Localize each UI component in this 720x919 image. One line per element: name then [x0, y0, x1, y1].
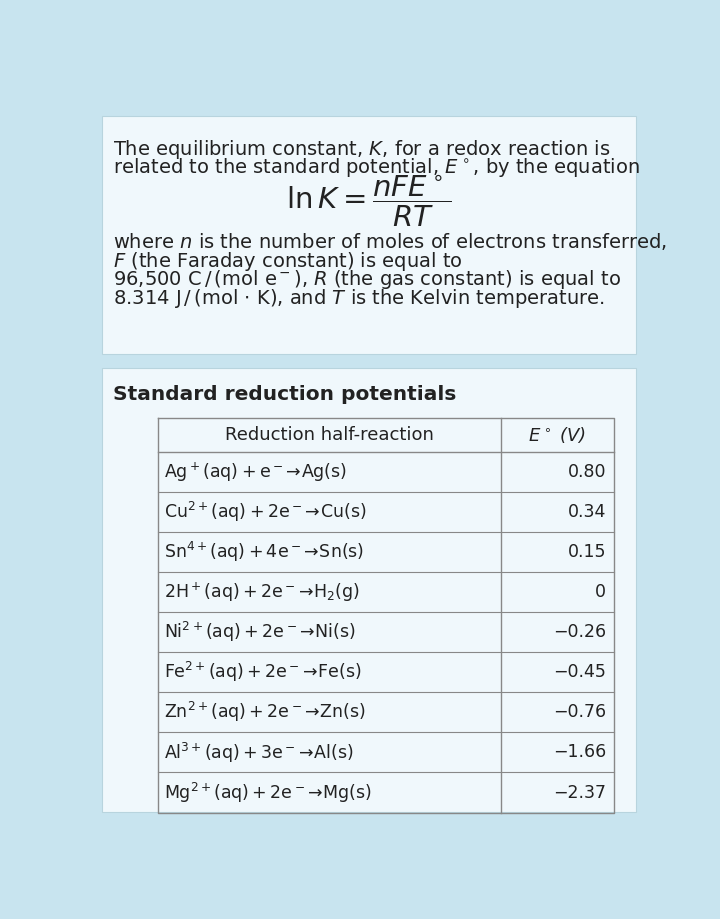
Text: −2.37: −2.37	[553, 784, 606, 801]
Text: $\mathrm{Sn^{4+}(aq) + 4e^-\!\rightarrow\!Sn(s)}$: $\mathrm{Sn^{4+}(aq) + 4e^-\!\rightarrow…	[164, 540, 364, 564]
Text: 0: 0	[595, 584, 606, 601]
Text: $E^\circ$ (V): $E^\circ$ (V)	[528, 425, 586, 445]
Text: $F$ (the Faraday constant) is equal to: $F$ (the Faraday constant) is equal to	[113, 250, 463, 273]
Text: −0.76: −0.76	[553, 703, 606, 721]
Text: $\mathrm{Ni^{2+}(aq) + 2e^-\!\rightarrow\!Ni(s)}$: $\mathrm{Ni^{2+}(aq) + 2e^-\!\rightarrow…	[164, 620, 356, 644]
Text: $\mathrm{Fe^{2+}(aq) + 2e^-\!\rightarrow\!Fe(s)}$: $\mathrm{Fe^{2+}(aq) + 2e^-\!\rightarrow…	[164, 661, 362, 685]
Text: Reduction half-reaction: Reduction half-reaction	[225, 426, 434, 444]
Text: where $n$ is the number of moles of electrons transferred,: where $n$ is the number of moles of elec…	[113, 232, 667, 252]
Text: −0.45: −0.45	[553, 664, 606, 681]
Text: 0.80: 0.80	[567, 463, 606, 482]
Text: Standard reduction potentials: Standard reduction potentials	[113, 385, 456, 404]
Text: $\mathrm{Al^{3+}(aq) + 3e^-\!\rightarrow\!Al(s)}$: $\mathrm{Al^{3+}(aq) + 3e^-\!\rightarrow…	[164, 741, 354, 765]
Text: $\mathrm{2H^+(aq) + 2e^-\!\rightarrow\!H_2(g)}$: $\mathrm{2H^+(aq) + 2e^-\!\rightarrow\!H…	[164, 581, 360, 604]
Text: $\mathrm{Ag^+(aq) + e^-\!\rightarrow\!Ag(s)}$: $\mathrm{Ag^+(aq) + e^-\!\rightarrow\!Ag…	[164, 460, 348, 483]
Text: related to the standard potential, $E^\circ$, by the equation: related to the standard potential, $E^\c…	[113, 156, 640, 179]
Text: The equilibrium constant, $K$, for a redox reaction is: The equilibrium constant, $K$, for a red…	[113, 138, 611, 161]
Text: 96,500 C$\,/\,$(mol e$^-$), $R$ (the gas constant) is equal to: 96,500 C$\,/\,$(mol e$^-$), $R$ (the gas…	[113, 268, 621, 291]
Text: 8.314 J$\,/\,$(mol $\cdot$ K), and $T$ is the Kelvin temperature.: 8.314 J$\,/\,$(mol $\cdot$ K), and $T$ i…	[113, 287, 605, 310]
Text: $\mathrm{Mg^{2+}(aq) + 2e^-\!\rightarrow\!Mg(s)}$: $\mathrm{Mg^{2+}(aq) + 2e^-\!\rightarrow…	[164, 780, 372, 804]
Text: 0.15: 0.15	[567, 543, 606, 562]
Text: $\mathrm{Zn^{2+}(aq) + 2e^-\!\rightarrow\!Zn(s)}$: $\mathrm{Zn^{2+}(aq) + 2e^-\!\rightarrow…	[164, 700, 366, 724]
Text: −1.66: −1.66	[553, 743, 606, 762]
Text: $\mathrm{Cu^{2+}(aq) + 2e^-\!\rightarrow\!Cu(s)}$: $\mathrm{Cu^{2+}(aq) + 2e^-\!\rightarrow…	[164, 500, 366, 524]
Text: −0.26: −0.26	[553, 623, 606, 641]
Text: 0.34: 0.34	[568, 504, 606, 521]
FancyBboxPatch shape	[102, 369, 636, 811]
Text: $\ln K = \dfrac{nFE^\circ}{RT}$: $\ln K = \dfrac{nFE^\circ}{RT}$	[287, 174, 451, 229]
FancyBboxPatch shape	[102, 117, 636, 354]
